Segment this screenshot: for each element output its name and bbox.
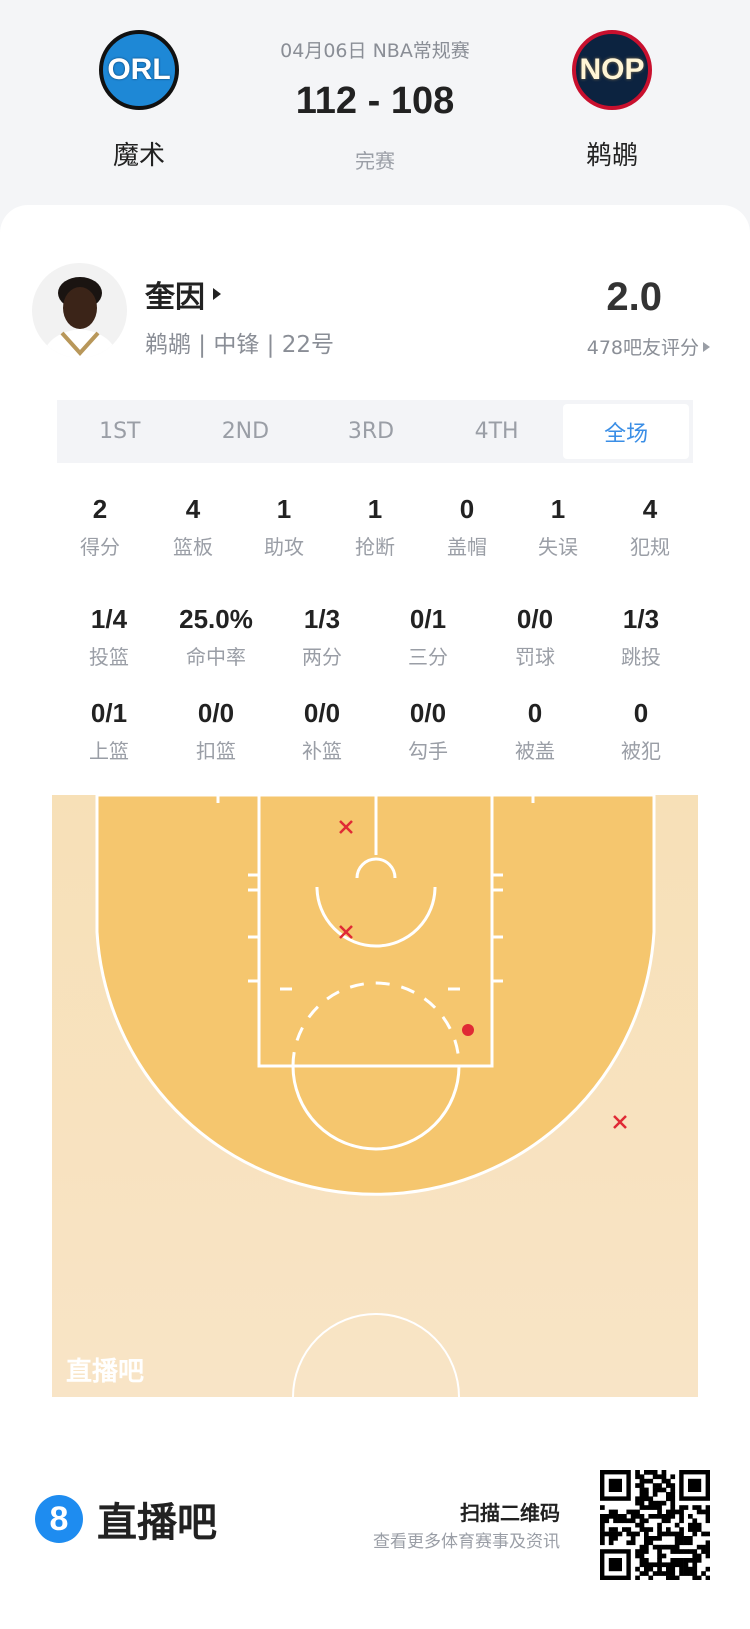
stat-item: 0 被犯 — [581, 698, 701, 764]
rating-count-link[interactable]: 478吧友评分 — [587, 333, 710, 360]
rating-count: 478吧友评分 — [586, 337, 699, 359]
stat-item: 1 失误 — [498, 494, 618, 560]
stat-value: 0/1 — [90, 698, 128, 728]
stat-value: 0/1 — [409, 604, 447, 634]
stat-value: 0/0 — [197, 698, 235, 728]
shot-missed-marker — [339, 820, 353, 834]
stat-value: 1/3 — [622, 604, 660, 634]
three-point-area — [95, 795, 656, 1196]
period-tabs: 1ST 2ND 3RD 4TH 全场 — [57, 400, 693, 463]
stat-value: 0 — [459, 494, 475, 524]
tab-1st[interactable]: 1ST — [99, 419, 141, 444]
tab-4th[interactable]: 4TH — [474, 419, 519, 444]
stat-item: 0/0 罚球 — [475, 604, 595, 670]
stat-value: 1/4 — [90, 604, 128, 634]
stat-label: 三分 — [408, 645, 448, 669]
stat-label: 盖帽 — [447, 535, 487, 559]
stat-item: 1/4 投篮 — [49, 604, 169, 670]
stat-item: 0/1 上篮 — [49, 698, 169, 764]
stat-value: 1/3 — [303, 604, 341, 634]
brand-logo: 8 直播吧 — [35, 1490, 217, 1548]
brand-8-icon: 8 — [35, 1495, 83, 1543]
stat-label: 抢断 — [355, 535, 395, 559]
tab-2nd[interactable]: 2ND — [221, 419, 270, 444]
stat-item: 0 盖帽 — [407, 494, 527, 560]
stat-label: 两分 — [302, 645, 342, 669]
watermark: 直播吧 — [66, 1357, 144, 1387]
stat-value: 0/0 — [409, 698, 447, 728]
stat-item: 0/1 三分 — [368, 604, 488, 670]
qr-code[interactable] — [600, 1470, 710, 1580]
stat-label: 补篮 — [302, 739, 342, 763]
away-team-name: 鹈鹕 — [585, 141, 638, 171]
stat-value: 1 — [276, 494, 292, 524]
stat-label: 失误 — [538, 535, 578, 559]
stat-item: 25.0% 命中率 — [156, 604, 276, 670]
stat-item: 1 抢断 — [315, 494, 435, 560]
stat-item: 0 被盖 — [475, 698, 595, 764]
stat-value: 1 — [550, 494, 566, 524]
stat-label: 扣篮 — [196, 739, 236, 763]
stat-label: 跳投 — [621, 645, 661, 669]
stat-value: 0/0 — [303, 698, 341, 728]
stat-label: 投篮 — [89, 645, 129, 669]
shot-chart: 直播吧 — [52, 795, 698, 1397]
stat-value: 2 — [92, 494, 108, 524]
stat-label: 被犯 — [621, 739, 661, 763]
away-team-logo[interactable]: NOP — [572, 30, 652, 110]
brand-name: 直播吧 — [97, 1500, 217, 1546]
stat-value: 0/0 — [516, 604, 554, 634]
stat-label: 得分 — [80, 535, 120, 559]
stat-value: 0 — [633, 698, 649, 728]
stat-item: 4 犯规 — [590, 494, 710, 560]
stat-label: 篮板 — [173, 535, 213, 559]
stat-item: 0/0 勾手 — [368, 698, 488, 764]
stat-item: 0/0 补篮 — [262, 698, 382, 764]
stat-label: 犯规 — [630, 535, 670, 559]
game-date-type: 04月06日 NBA常规赛 — [280, 40, 470, 62]
stat-label: 勾手 — [408, 739, 448, 763]
stat-item: 1 助攻 — [224, 494, 344, 560]
game-score: 112 - 108 — [295, 80, 455, 122]
game-status: 完赛 — [355, 149, 395, 173]
stat-label: 上篮 — [89, 739, 129, 763]
stat-value: 0 — [527, 698, 543, 728]
stat-item: 2 得分 — [40, 494, 160, 560]
shot-missed-marker — [613, 1115, 627, 1129]
scan-subtitle: 查看更多体育赛事及资讯 — [373, 1532, 560, 1552]
player-info: 鹈鹕 | 中锋 | 22号 — [145, 332, 335, 358]
caret-right-icon — [213, 288, 221, 300]
game-header: ORL 魔术 04月06日 NBA常规赛 112 - 108 完赛 NOP 鹈鹕 — [0, 0, 750, 220]
scan-title: 扫描二维码 — [460, 1501, 560, 1525]
stat-item: 1/3 跳投 — [581, 604, 701, 670]
caret-right-icon — [703, 341, 710, 352]
stat-label: 助攻 — [264, 535, 304, 559]
stat-value: 25.0% — [179, 604, 253, 634]
stat-item: 1/3 两分 — [262, 604, 382, 670]
home-team-logo[interactable]: ORL — [99, 30, 179, 110]
stat-label: 被盖 — [515, 739, 555, 763]
player-rating: 2.0 — [606, 275, 662, 319]
player-name: 奎因 — [145, 280, 205, 315]
shot-made-marker — [462, 1024, 474, 1036]
shot-missed-marker — [339, 925, 353, 939]
stat-item: 0/0 扣篮 — [156, 698, 276, 764]
stat-value: 4 — [642, 494, 658, 524]
stat-value: 1 — [367, 494, 383, 524]
player-avatar[interactable] — [32, 263, 127, 358]
court-lines — [216, 795, 535, 1397]
tab-3rd[interactable]: 3RD — [347, 419, 395, 444]
home-team-name: 魔术 — [112, 141, 165, 171]
stat-label: 命中率 — [186, 645, 246, 669]
stat-value: 4 — [185, 494, 201, 524]
player-name-link[interactable]: 奎因 — [145, 272, 221, 316]
tab-full-game[interactable]: 全场 — [563, 404, 689, 459]
stat-label: 罚球 — [515, 645, 555, 669]
stat-item: 4 篮板 — [133, 494, 253, 560]
player-photo-icon — [42, 277, 118, 358]
